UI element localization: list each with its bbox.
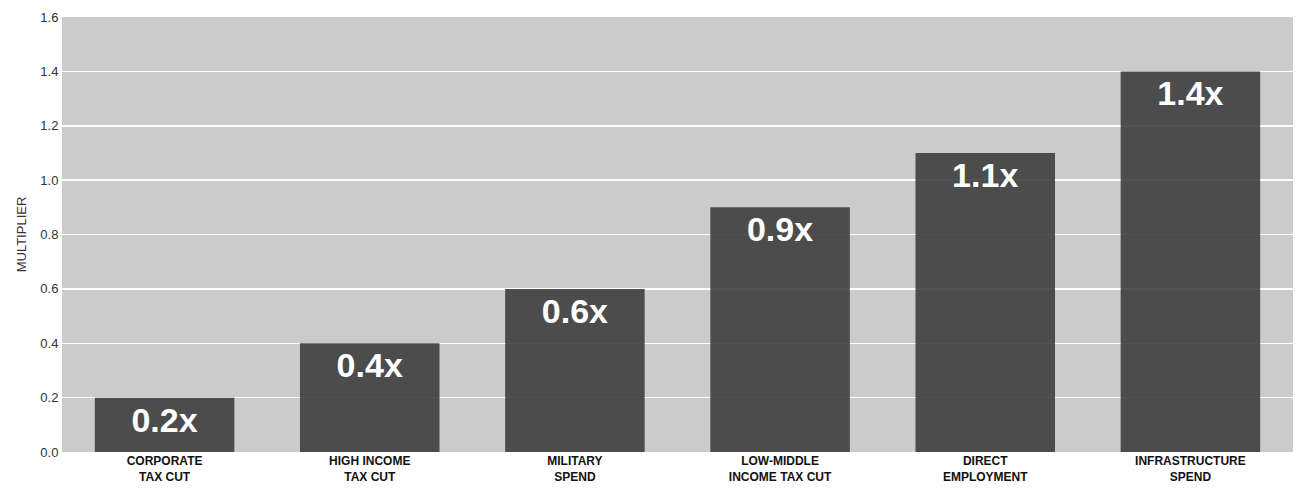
svg-text:1.0: 1.0 — [40, 173, 58, 188]
svg-text:1.4x: 1.4x — [1157, 74, 1223, 112]
svg-text:HIGH INCOMETAX CUT: HIGH INCOMETAX CUT — [329, 454, 410, 484]
svg-text:LOW-MIDDLEINCOME TAX CUT: LOW-MIDDLEINCOME TAX CUT — [729, 454, 832, 484]
svg-text:INFRASTRUCTURESPEND: INFRASTRUCTURESPEND — [1135, 454, 1246, 484]
svg-text:0.6: 0.6 — [40, 281, 58, 296]
svg-text:1.6: 1.6 — [40, 10, 58, 25]
svg-text:1.4: 1.4 — [40, 64, 58, 79]
svg-text:0.8: 0.8 — [40, 227, 58, 242]
svg-text:0.9x: 0.9x — [747, 210, 813, 248]
svg-text:MILITARYSPEND: MILITARYSPEND — [547, 454, 602, 484]
svg-text:0.0: 0.0 — [40, 445, 58, 460]
svg-text:CORPORATETAX CUT: CORPORATETAX CUT — [127, 454, 203, 484]
svg-text:0.2x: 0.2x — [131, 401, 197, 439]
svg-text:0.2: 0.2 — [40, 390, 58, 405]
svg-text:DIRECTEMPLOYMENT: DIRECTEMPLOYMENT — [943, 454, 1028, 484]
svg-text:0.4: 0.4 — [40, 336, 58, 351]
svg-text:MULTIPLIER: MULTIPLIER — [14, 197, 29, 273]
svg-text:1.2: 1.2 — [40, 118, 58, 133]
svg-text:0.4x: 0.4x — [337, 346, 403, 384]
svg-text:1.1x: 1.1x — [952, 156, 1018, 194]
svg-text:0.6x: 0.6x — [542, 292, 608, 330]
